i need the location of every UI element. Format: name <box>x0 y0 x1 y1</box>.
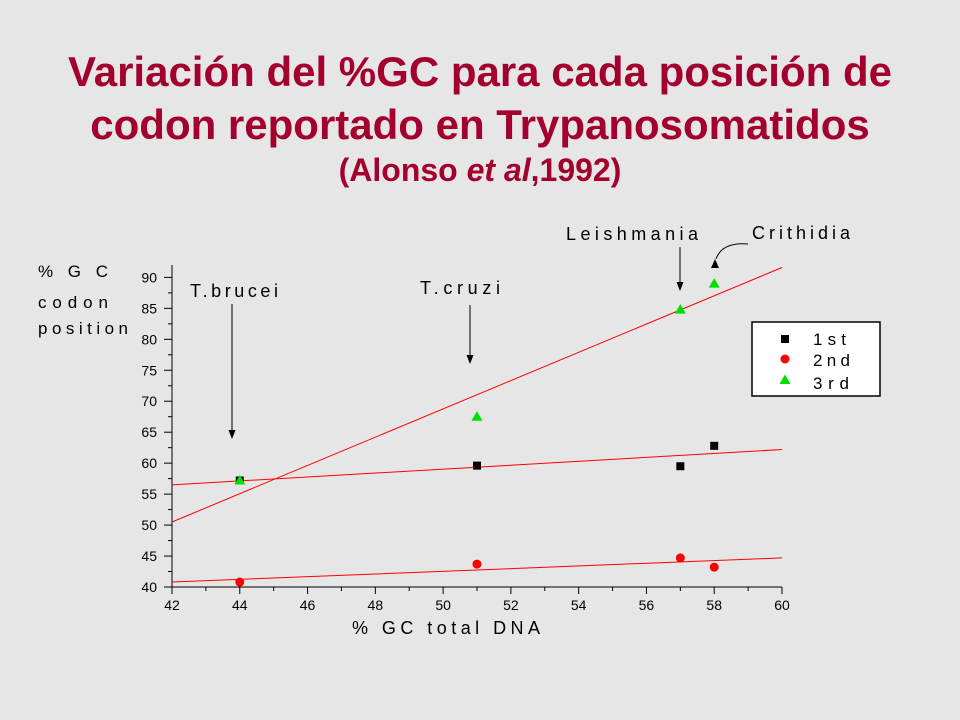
annotation-leishmania: Leishmania <box>566 224 699 291</box>
y-axis-label-line-2: codon <box>38 293 108 312</box>
y-tick-label: 85 <box>141 300 157 316</box>
annotation-t-brucei: T.brucei <box>190 281 278 439</box>
x-tick-label: 42 <box>164 597 180 613</box>
x-tick-label: 48 <box>368 597 384 613</box>
y-tick-label: 70 <box>141 393 157 409</box>
x-tick-label: 60 <box>774 597 790 613</box>
y-axis-label-line-1: %GC <box>38 262 108 281</box>
slide-citation: (Alonso et al,1992) <box>0 154 960 186</box>
data-point-3rd <box>234 474 246 485</box>
annotation-arrow-line-crithidia <box>715 243 749 260</box>
annotation-crithidia: Crithidia <box>711 223 851 268</box>
legend-marker-1st <box>781 335 789 343</box>
x-tick-label: 44 <box>232 597 248 613</box>
legend-marker-2nd <box>780 354 790 364</box>
annotation-t-cruzi: T.cruzi <box>420 278 500 364</box>
legend-label-2nd: 2nd <box>813 351 850 370</box>
x-tick-label: 56 <box>639 597 655 613</box>
x-axis-label: % GC total DNA <box>352 618 540 638</box>
annotation-label-t-cruzi: T.cruzi <box>420 278 500 298</box>
trendline-3rd <box>171 267 783 523</box>
slide-title-line-2: codon reportado en Trypanosomatidos <box>90 101 870 148</box>
citation-prefix: (Alonso <box>338 152 467 188</box>
data-point-1st <box>676 462 685 471</box>
x-tick-label: 46 <box>300 597 316 613</box>
y-tick-label: 80 <box>141 331 157 347</box>
slide-title-line-1: Variación del %GC para cada posición de <box>68 48 892 95</box>
annotation-label-crithidia: Crithidia <box>752 223 851 243</box>
citation-italic: et al <box>466 152 531 188</box>
y-axis-label-line-3: position <box>38 319 128 338</box>
y-tick-label: 50 <box>141 517 157 533</box>
data-point-2nd <box>472 559 482 569</box>
legend-label-3rd: 3rd <box>813 374 849 393</box>
trend-lines <box>171 267 783 583</box>
legend: 1st 2nd 3rd <box>751 321 881 397</box>
y-tick-label: 40 <box>141 579 157 595</box>
x-tick-label: 52 <box>503 597 519 613</box>
annotation-label-t-brucei: T.brucei <box>190 281 278 301</box>
data-point-3rd <box>471 411 483 421</box>
citation-suffix: ,1992) <box>530 152 622 188</box>
data-point-2nd <box>675 553 685 563</box>
y-tick-label: 90 <box>141 269 157 285</box>
data-point-3rd <box>708 278 720 288</box>
annotation-arrowhead-crithidia <box>711 259 719 268</box>
x-tick-label: 50 <box>435 597 451 613</box>
y-tick-label: 75 <box>141 362 157 378</box>
y-tick-label: 55 <box>141 486 157 502</box>
axes <box>171 265 782 588</box>
legend-label-1st: 1st <box>813 330 846 349</box>
legend-box <box>751 321 881 397</box>
data-point-3rd <box>674 304 686 314</box>
x-tick-label: 54 <box>571 597 587 613</box>
data-point-2nd <box>235 577 245 587</box>
x-tick-label: 58 <box>706 597 722 613</box>
y-tick-label: 60 <box>141 455 157 471</box>
y-axis-label: %GC codon position <box>38 262 128 338</box>
axis-ticks: 40 45 50 55 60 65 70 75 80 85 90 42 44 46 48 50 52 54 56 58… <box>141 269 790 613</box>
data-point-1st <box>710 441 719 450</box>
annotation-arrowhead-leishmania <box>676 282 684 291</box>
annotation-label-leishmania: Leishmania <box>566 224 699 244</box>
legend-marker-3rd <box>779 374 791 384</box>
data-point-2nd <box>709 562 719 572</box>
y-tick-label: 45 <box>141 548 157 564</box>
annotation-arrowhead-t-cruzi <box>466 355 474 364</box>
annotation-arrowhead-t-brucei <box>228 430 236 439</box>
data-points <box>234 278 720 587</box>
y-tick-label: 65 <box>141 424 157 440</box>
data-point-1st <box>473 461 481 470</box>
